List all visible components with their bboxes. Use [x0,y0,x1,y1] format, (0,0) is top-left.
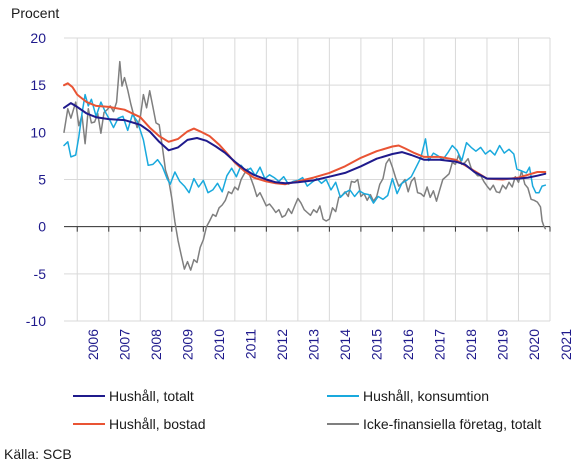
chart-legend: Hushåll, totalt Hushåll, konsumtion Hush… [73,388,573,438]
x-tick-label: 2007 [117,329,133,360]
y-tick-label: 20 [30,30,46,46]
x-tick-label: 2010 [211,329,227,360]
legend-label-hushall-totalt: Hushåll, totalt [109,388,194,404]
y-tick-label: 15 [30,77,46,93]
legend-swatch-hushall-totalt [73,395,105,397]
y-tick-label: -5 [34,266,47,282]
x-tick-label: 2016 [400,329,416,360]
series-line [63,93,547,204]
x-tick-label: 2009 [180,329,196,360]
x-tick-label: 2021 [558,329,574,360]
y-tick-label: 0 [38,219,46,235]
y-tick-label: -10 [26,313,46,329]
legend-item-hushall-bostad: Hushåll, bostad [73,416,206,432]
x-tick-label: 2012 [274,329,290,360]
x-tick-label: 2018 [463,329,479,360]
legend-item-hushall-totalt: Hushåll, totalt [73,388,194,404]
legend-label-hushall-bostad: Hushåll, bostad [109,416,206,432]
legend-label-icke-finansiella-foretag: Icke-finansiella företag, totalt [363,416,542,432]
series-line [63,60,547,271]
legend-swatch-icke-finansiella-foretag [327,423,359,425]
legend-swatch-hushall-konsumtion [327,395,359,397]
x-tick-label: 2013 [306,329,322,360]
x-tick-label: 2019 [495,329,511,360]
x-tick-label: 2020 [526,329,542,360]
series-line [63,102,547,185]
series-line [63,82,547,186]
x-tick-label: 2008 [148,329,164,360]
x-tick-label: 2014 [337,329,353,360]
legend-label-hushall-konsumtion: Hushåll, konsumtion [363,388,490,404]
source-note: Källa: SCB [4,446,72,462]
y-tick-label: 10 [30,124,46,140]
y-axis-unit-label: Procent [11,5,60,21]
x-tick-label: 2015 [369,329,385,360]
legend-item-hushall-konsumtion: Hushåll, konsumtion [327,388,489,404]
y-tick-label: 5 [38,172,46,188]
x-tick-label: 2006 [85,329,101,360]
legend-swatch-hushall-bostad [73,423,105,425]
x-tick-label: 2017 [432,329,448,360]
legend-item-icke-finansiella-foretag: Icke-finansiella företag, totalt [327,416,541,432]
x-tick-label: 2011 [243,329,259,359]
